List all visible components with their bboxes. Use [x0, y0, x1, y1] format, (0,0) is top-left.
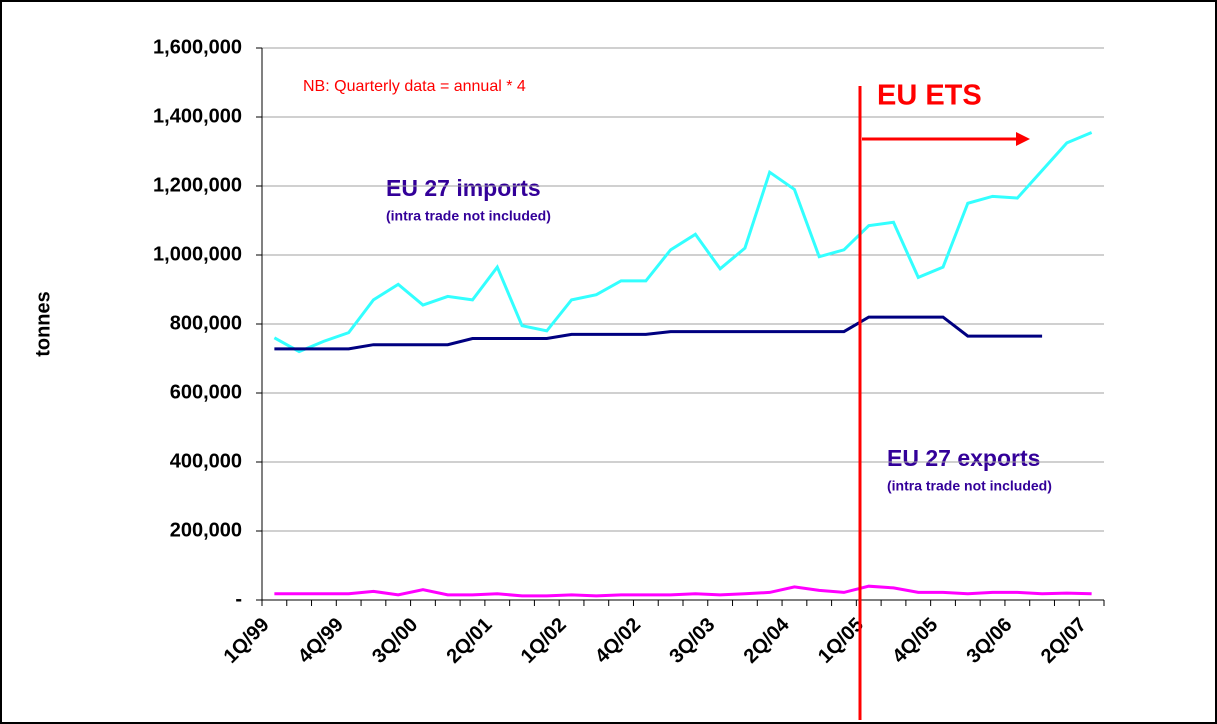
- ets-arrowhead: [1016, 132, 1030, 146]
- y-tick-label: 1,000,000: [153, 243, 242, 265]
- note: NB: Quarterly data = annual * 4: [303, 78, 526, 95]
- exports-label: EU 27 exports: [887, 445, 1040, 471]
- y-tick-label: 400,000: [170, 450, 242, 472]
- imports-sub: (intra trade not included): [386, 208, 551, 224]
- series-line: [274, 584, 1092, 598]
- imports-label: EU 27 imports: [386, 175, 541, 201]
- y-tick-label: 600,000: [170, 381, 242, 403]
- y-axis-label: tonnes: [32, 291, 54, 357]
- series-line: [273, 131, 1093, 354]
- y-tick-label: 1,400,000: [153, 105, 242, 127]
- y-tick-label: -: [235, 588, 242, 610]
- y-tick-label: 200,000: [170, 519, 242, 541]
- exports-sub: (intra trade not included): [887, 478, 1052, 494]
- ets-label: EU ETS: [877, 80, 982, 112]
- series-line: [274, 315, 1043, 351]
- y-tick-label: 1,200,000: [153, 174, 242, 196]
- y-tick-label: 1,600,000: [153, 36, 242, 58]
- y-tick-label: 800,000: [170, 312, 242, 334]
